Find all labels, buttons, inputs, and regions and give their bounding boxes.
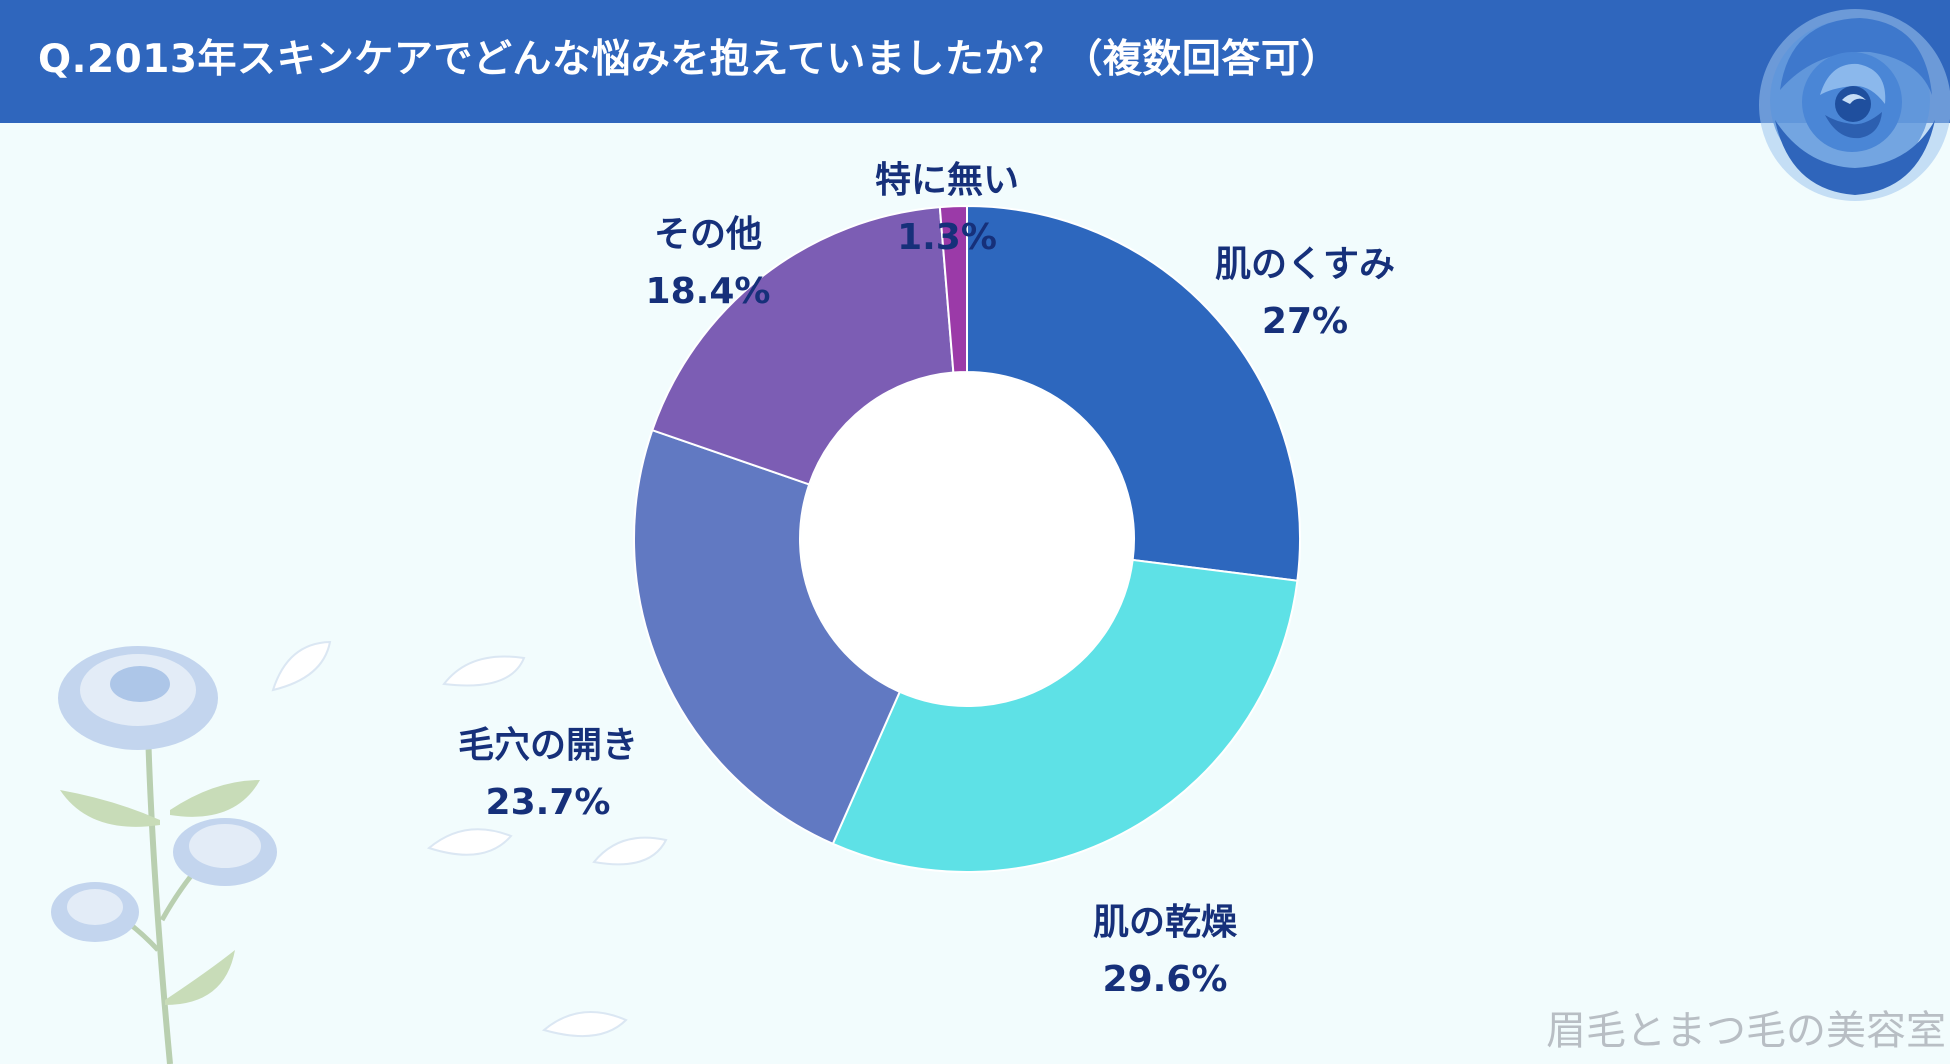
slice-name: 肌の乾燥 xyxy=(1092,902,1237,943)
watermark: 眉毛とまつ毛の美容室 xyxy=(1546,1008,1946,1054)
blue-rose-branch-icon xyxy=(51,646,277,1064)
slice-label: その他 18.4% xyxy=(558,206,858,320)
slice-label: 特に無い 1.3% xyxy=(797,152,1097,266)
slice-label: 肌のくすみ 27% xyxy=(1155,236,1455,350)
pie-slice xyxy=(938,204,968,374)
slice-value: 18.4% xyxy=(645,271,771,312)
donut-hole xyxy=(801,373,1133,705)
title-bar: Q.2013年スキンケアでどんな悩みを抱えていましたか？（複数回答可） xyxy=(0,0,1950,123)
pie-slice xyxy=(966,204,1301,582)
slice-value: 27% xyxy=(1261,301,1349,342)
petal-icon xyxy=(592,836,668,866)
pie-slice xyxy=(651,206,955,486)
slice-label: 毛穴の開き 23.7% xyxy=(398,717,698,831)
slice-name: 毛穴の開き xyxy=(457,725,638,766)
petal-icon xyxy=(271,640,332,692)
slice-value: 1.3% xyxy=(897,217,997,258)
blue-rose-icon xyxy=(1759,9,1950,201)
pie-slice xyxy=(831,558,1299,873)
petal-icon xyxy=(541,1011,628,1038)
slice-label: 肌の乾燥 29.6% xyxy=(1015,894,1315,1008)
slice-name: その他 xyxy=(653,214,762,255)
slice-name: 肌のくすみ xyxy=(1214,244,1395,285)
petal-icon xyxy=(426,828,513,856)
slice-name: 特に無い xyxy=(874,160,1019,201)
petal-icon xyxy=(442,655,526,687)
slice-value: 29.6% xyxy=(1102,959,1228,1000)
slice-value: 23.7% xyxy=(485,782,611,823)
chart-title: Q.2013年スキンケアでどんな悩みを抱えていましたか？（複数回答可） xyxy=(38,37,1340,82)
pie-slice xyxy=(633,428,902,846)
